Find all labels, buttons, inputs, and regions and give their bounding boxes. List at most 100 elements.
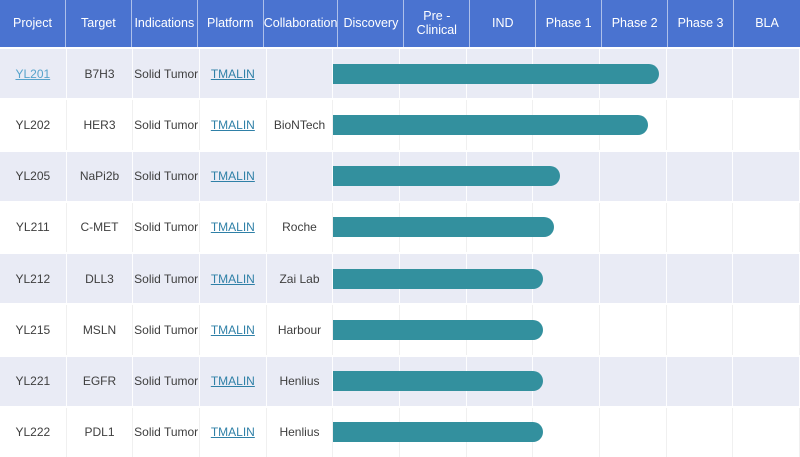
header-cell-phase3: Phase 3: [668, 0, 735, 47]
project-link[interactable]: YL201: [15, 66, 51, 81]
project-label: YL212: [15, 271, 51, 286]
collaboration-cell: [267, 151, 334, 201]
indications-cell: Solid Tumor: [133, 202, 200, 252]
progress-bar: [333, 319, 543, 340]
collaboration-cell: BioNTech: [267, 100, 334, 150]
stage-cell-bla: [733, 407, 800, 457]
indications-cell: Solid Tumor: [133, 305, 200, 355]
platform-cell: TMALIN: [200, 407, 267, 457]
collaboration-cell: Zai Lab: [267, 254, 334, 304]
table-row: YL221 EGFR Solid Tumor TMALIN Henlius: [0, 354, 800, 408]
indications-label: Solid Tumor: [134, 66, 199, 81]
target-cell: DLL3: [67, 254, 134, 304]
project-label: YL202: [15, 117, 51, 132]
collaboration-label: Henlius: [279, 425, 320, 440]
indications-label: Solid Tumor: [134, 220, 199, 235]
table-row: YL222 PDL1 Solid Tumor TMALIN Henlius: [0, 407, 800, 457]
collaboration-cell: [267, 49, 334, 99]
project-cell: YL201: [0, 49, 67, 99]
target-label: C-MET: [80, 220, 119, 235]
platform-cell: TMALIN: [200, 100, 267, 150]
collaboration-cell: Roche: [267, 202, 334, 252]
platform-link[interactable]: TMALIN: [210, 117, 255, 132]
progress-bar: [333, 422, 543, 443]
target-cell: PDL1: [67, 407, 134, 457]
platform-link[interactable]: TMALIN: [210, 322, 255, 337]
platform-link[interactable]: TMALIN: [210, 374, 255, 389]
stage-cell-phase2: [600, 49, 667, 99]
progress-bar: [333, 268, 543, 289]
stage-cell-bla: [733, 49, 800, 99]
header-cell-discovery: Discovery: [338, 0, 405, 47]
stage-cell-phase2: [600, 254, 667, 304]
stage-cell-bla: [733, 100, 800, 150]
target-cell: MSLN: [67, 305, 134, 355]
stage-cell-phase3: [667, 100, 734, 150]
project-cell: YL215: [0, 305, 67, 355]
target-label: DLL3: [85, 271, 114, 286]
project-cell: YL212: [0, 254, 67, 304]
target-label: B7H3: [84, 66, 115, 81]
collaboration-label: BioNTech: [273, 117, 326, 132]
indications-label: Solid Tumor: [134, 169, 199, 184]
platform-cell: TMALIN: [200, 305, 267, 355]
stage-cell-phase3: [667, 151, 734, 201]
collaboration-cell: Henlius: [267, 407, 334, 457]
collaboration-label: Roche: [282, 220, 317, 235]
header-cell-bla: BLA: [755, 15, 779, 30]
header-cell-ind: IND: [470, 0, 537, 47]
stage-cell-phase2: [600, 100, 667, 150]
stage-cell-bla: [733, 254, 800, 304]
platform-link[interactable]: TMALIN: [210, 66, 255, 81]
platform-link[interactable]: TMALIN: [210, 169, 255, 184]
header-cell-preclinical: Pre -Clinical: [404, 0, 471, 47]
indications-cell: Solid Tumor: [133, 100, 200, 150]
header-cell-collaboration: Collaboration: [264, 0, 339, 47]
table-row: YL205 NaPi2b Solid Tumor TMALIN: [0, 149, 800, 203]
stage-cell-phase3: [667, 49, 734, 99]
table-row: YL212 DLL3 Solid Tumor TMALIN Zai Lab: [0, 252, 800, 306]
stage-cell-bla: [733, 202, 800, 252]
project-cell: YL221: [0, 356, 67, 406]
stage-cell-phase2: [600, 202, 667, 252]
header-cell-phase2: Phase 2: [602, 0, 669, 47]
progress-bar: [333, 63, 659, 84]
stage-cell-phase1: [533, 202, 600, 252]
stage-cell-phase3: [667, 202, 734, 252]
indications-cell: Solid Tumor: [133, 49, 200, 99]
target-label: PDL1: [84, 425, 115, 440]
stage-cell-phase2: [600, 305, 667, 355]
stage-cell-bla: [733, 151, 800, 201]
collaboration-label: Zai Lab: [279, 271, 320, 286]
indications-label: Solid Tumor: [134, 425, 199, 440]
project-label: YL211: [15, 220, 50, 235]
target-cell: NaPi2b: [67, 151, 134, 201]
platform-link[interactable]: TMALIN: [210, 271, 255, 286]
project-label: YL222: [15, 425, 51, 440]
platform-cell: TMALIN: [200, 151, 267, 201]
platform-cell: TMALIN: [200, 356, 267, 406]
collaboration-cell: Henlius: [267, 356, 334, 406]
stage-cell-phase1: [533, 151, 600, 201]
progress-bar: [333, 217, 554, 238]
platform-cell: TMALIN: [200, 202, 267, 252]
stage-cell-phase2: [600, 151, 667, 201]
header-cell-phase1: Phase 1: [536, 0, 603, 47]
indications-label: Solid Tumor: [134, 117, 199, 132]
table-row: YL201 B7H3 Solid Tumor TMALIN: [0, 47, 800, 101]
project-label: YL215: [15, 322, 51, 337]
target-label: EGFR: [82, 374, 117, 389]
target-cell: EGFR: [67, 356, 134, 406]
platform-link[interactable]: TMALIN: [210, 220, 255, 235]
project-label: YL221: [15, 374, 51, 389]
header-cell-project: Project: [0, 0, 66, 47]
platform-link[interactable]: TMALIN: [210, 425, 255, 440]
indications-cell: Solid Tumor: [133, 407, 200, 457]
collaboration-cell: Harbour: [267, 305, 334, 355]
project-cell: YL211: [0, 202, 67, 252]
target-cell: HER3: [67, 100, 134, 150]
project-cell: YL202: [0, 100, 67, 150]
table-row: YL202 HER3 Solid Tumor TMALIN BioNTech: [0, 100, 800, 150]
stage-cell-phase2: [600, 407, 667, 457]
header-cell-indications: Indications: [132, 0, 198, 47]
